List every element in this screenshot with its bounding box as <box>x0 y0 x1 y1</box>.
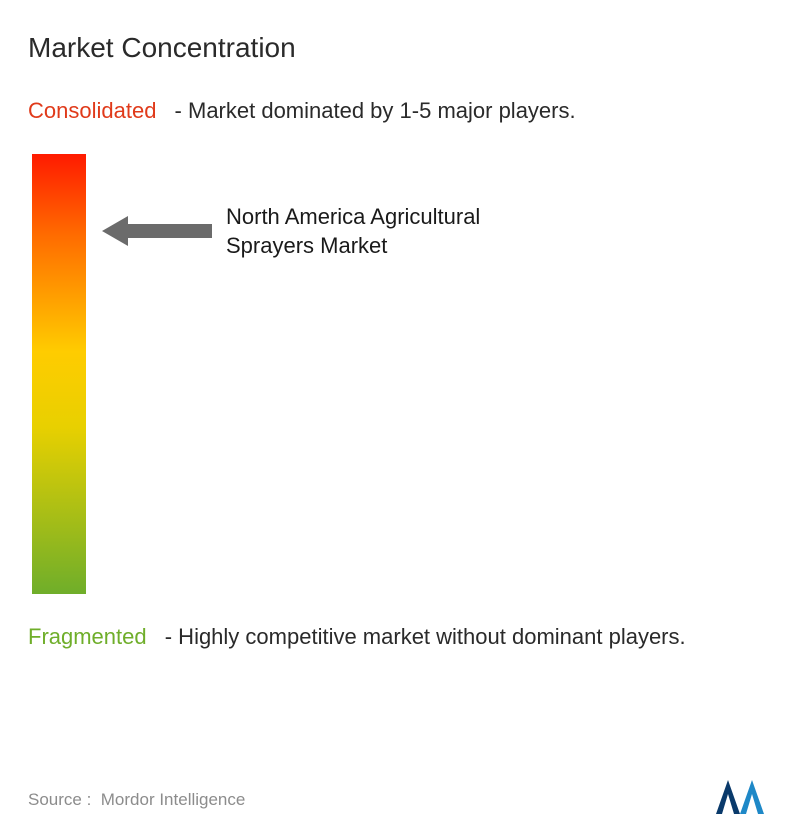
arrow-left-icon <box>102 216 212 246</box>
source-label: Source : <box>28 790 91 809</box>
page-title: Market Concentration <box>28 32 768 64</box>
legend-fragmented-desc: - Highly competitive market without domi… <box>159 624 686 649</box>
market-label: North America Agricultural Sprayers Mark… <box>226 202 526 261</box>
source-value: Mordor Intelligence <box>101 790 246 809</box>
market-position-marker: North America Agricultural Sprayers Mark… <box>102 202 526 261</box>
legend-consolidated-desc: - Market dominated by 1-5 major players. <box>168 98 575 123</box>
term-fragmented: Fragmented <box>28 624 147 649</box>
term-consolidated: Consolidated <box>28 98 156 123</box>
scale-area: North America Agricultural Sprayers Mark… <box>28 154 768 594</box>
brand-logo-icon <box>714 774 772 816</box>
concentration-gradient-bar <box>32 154 86 594</box>
legend-consolidated: Consolidated - Market dominated by 1-5 m… <box>28 96 748 126</box>
legend-fragmented: Fragmented - Highly competitive market w… <box>28 622 748 652</box>
source-attribution: Source : Mordor Intelligence <box>28 790 245 810</box>
